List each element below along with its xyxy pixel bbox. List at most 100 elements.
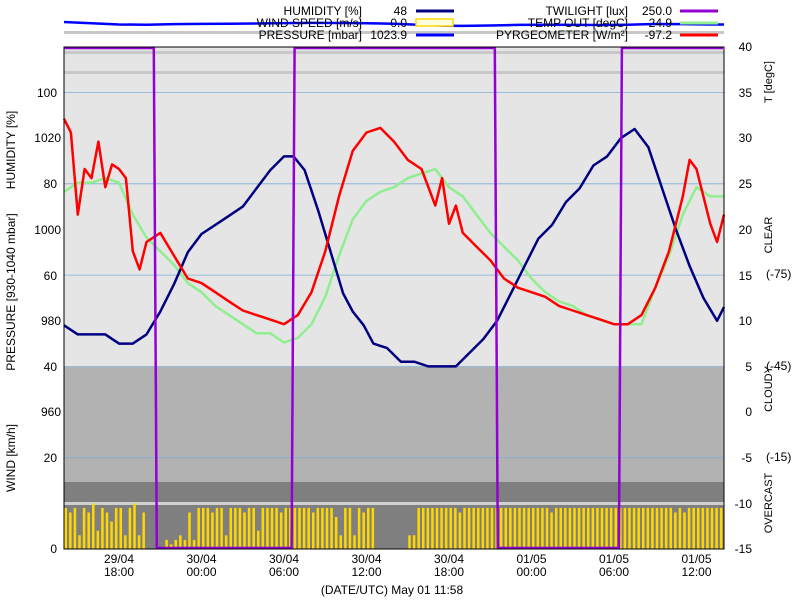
- temp-tick-minus5: -5: [741, 451, 752, 465]
- wind-bar: [417, 507, 420, 550]
- wind-bar: [330, 507, 333, 550]
- legend-twilight-value: 250.0: [642, 4, 672, 18]
- pressure-axis-label: PRESSURE [930-1040 mbar]: [4, 213, 18, 370]
- humidity-axis-ticks: 100 80 60 40 20 0: [37, 86, 57, 556]
- plot-area-cloudy: [64, 367, 724, 482]
- wind-bar: [105, 512, 109, 549]
- x-axis-ticks: 29/0418:0030/0400:0030/0406:0030/0412:00…: [104, 552, 712, 579]
- x-tick-date: 30/04: [351, 552, 381, 566]
- wind-bar: [257, 530, 260, 549]
- wind-bar: [605, 507, 608, 550]
- wind-bar: [499, 507, 503, 550]
- plot-area-upper: [64, 47, 724, 367]
- wind-bar: [504, 507, 508, 550]
- wind-bar: [477, 507, 480, 550]
- x-tick-time: 06:00: [599, 565, 629, 579]
- wind-bar: [426, 507, 430, 550]
- wind-bar: [715, 507, 718, 550]
- wind-bar: [206, 507, 210, 550]
- legend-pyrgeometer-value: -97.2: [645, 28, 673, 42]
- wind-bar: [651, 507, 654, 550]
- wind-bar: [348, 507, 352, 550]
- pressure-axis-ticks: 1020 1000 980 960: [34, 131, 61, 419]
- legend-temp: TEMP OUT [degC] 24.9: [528, 16, 718, 30]
- wind-bar: [202, 507, 205, 550]
- legend-wind-value: 0.0: [390, 16, 407, 30]
- legend-twilight-name: TWILIGHT [lux]: [546, 4, 628, 18]
- wind-bar: [463, 507, 466, 550]
- wind-bar: [545, 507, 549, 550]
- wind-bar: [637, 507, 640, 550]
- wind-bar: [449, 507, 453, 550]
- wind-bar: [614, 507, 618, 550]
- wind-bar: [298, 507, 301, 550]
- wind-bar: [568, 507, 572, 550]
- legend: HUMIDITY [%] 48 WIND SPEED [m/s] 0.0 PRE…: [257, 4, 718, 42]
- legend-wind: WIND SPEED [m/s] 0.0: [257, 16, 454, 30]
- wind-bar: [362, 512, 365, 549]
- pyrgeometer-tick-minus15: (-15): [766, 450, 791, 464]
- wind-bar: [683, 512, 686, 549]
- wind-bar: [188, 512, 191, 549]
- x-tick-time: 00:00: [516, 565, 546, 579]
- wind-bar: [78, 535, 81, 549]
- wind-bar: [587, 507, 590, 550]
- x-tick-date: 01/05: [599, 552, 629, 566]
- wind-bar: [192, 539, 196, 549]
- wind-bar: [550, 512, 553, 549]
- wind-bar: [334, 517, 338, 549]
- x-tick-time: 12:00: [681, 565, 711, 579]
- wind-bar: [312, 512, 315, 549]
- wind-bar: [669, 507, 673, 550]
- wind-bar: [183, 539, 187, 549]
- wind-bar: [490, 507, 494, 550]
- x-tick-time: 06:00: [269, 565, 299, 579]
- grid-lines: [64, 31, 724, 505]
- legend-pyrgeometer: PYRGEOMETER [W/m²] -97.2: [496, 28, 718, 42]
- wind-bar: [142, 512, 145, 549]
- wind-bar: [577, 507, 581, 550]
- x-tick-date: 30/04: [434, 552, 464, 566]
- x-tick-date: 29/04: [104, 552, 134, 566]
- wind-bar: [458, 512, 462, 549]
- legend-humidity: HUMIDITY [%] 48: [284, 4, 454, 18]
- wind-bar: [440, 507, 443, 550]
- wind-bar: [128, 507, 132, 550]
- wind-bar: [692, 507, 695, 550]
- pyrgeometer-tick-minus75: (-75): [766, 267, 791, 281]
- x-tick-time: 18:00: [434, 565, 464, 579]
- wind-bar: [169, 544, 173, 549]
- temp-tick-minus15: -15: [735, 542, 753, 556]
- wind-bar: [697, 507, 700, 550]
- series-lines: [62, 20, 726, 550]
- legend-pressure-name: PRESSURE [mbar]: [259, 28, 362, 42]
- pressure-tick-1020: 1020: [34, 131, 61, 145]
- wind-bar: [275, 507, 278, 550]
- wind-bar: [573, 507, 576, 550]
- temp-tick-35: 35: [739, 86, 753, 100]
- wind-bar: [486, 507, 489, 550]
- x-tick-date: 30/04: [269, 552, 299, 566]
- wind-bar: [137, 535, 141, 549]
- wind-bar: [371, 507, 375, 550]
- wind-bar: [82, 507, 86, 550]
- temp-tick-10: 10: [739, 314, 753, 328]
- wind-bar: [467, 507, 471, 550]
- wind-bar: [596, 507, 599, 550]
- sky-cloudy-label: CLOUDY: [763, 365, 775, 412]
- wind-bar: [133, 503, 136, 549]
- wind-bar: [284, 507, 288, 550]
- pressure-tick-960: 960: [41, 405, 61, 419]
- wind-bar: [454, 507, 457, 550]
- wind-bar: [541, 507, 544, 550]
- wind-bar: [719, 507, 723, 550]
- wind-bar: [600, 507, 604, 550]
- wind-bar: [564, 507, 567, 550]
- pyrgeometer-tick-minus45: (-45): [766, 359, 791, 373]
- wind-bar: [243, 512, 246, 549]
- x-tick-date: 01/05: [681, 552, 711, 566]
